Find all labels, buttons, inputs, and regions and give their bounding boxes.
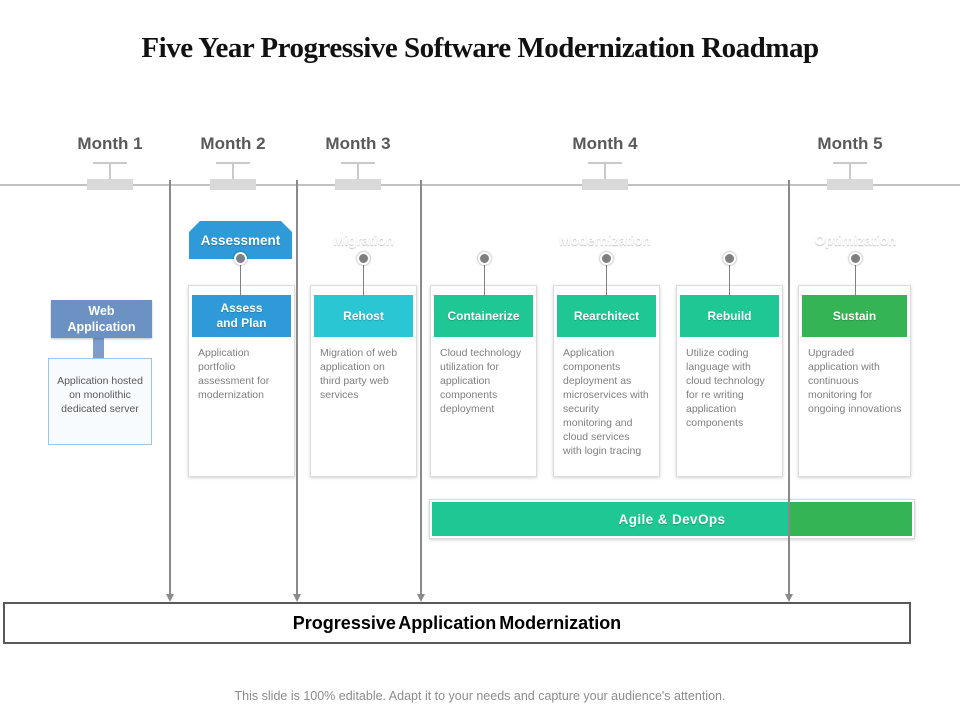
timeline-guide-line xyxy=(169,180,171,595)
connector-line xyxy=(239,259,241,296)
month-label-1: Month 1 xyxy=(77,134,143,153)
slide-title: Five Year Progressive Software Moderniza… xyxy=(141,32,819,64)
month-marker-stem xyxy=(849,162,851,181)
timeline-guide-line xyxy=(296,180,298,595)
month-label-3: Month 3 xyxy=(325,134,391,153)
step-card-rehost: Rehost Migration of web application on t… xyxy=(310,285,417,477)
month-marker-stem xyxy=(109,162,111,181)
phase-tab-migration: Migration xyxy=(311,221,416,259)
step-card-header: Containerize xyxy=(434,295,533,337)
phase-tab-label: Optimization xyxy=(814,232,897,248)
arrow-down-icon xyxy=(784,594,793,602)
arrow-down-icon xyxy=(416,594,425,602)
phase-tab-modernization: Modernization xyxy=(432,221,778,259)
connector-dot xyxy=(356,252,370,265)
step-card-description: Application components deployment as mic… xyxy=(563,347,649,457)
month-marker-stem xyxy=(232,162,234,181)
agile-devops-segment-teal xyxy=(432,502,789,536)
connector-line xyxy=(362,259,364,296)
step-card-description: Application portfolio assessment for mod… xyxy=(198,347,270,401)
web-application-connector xyxy=(93,338,104,359)
agile-devops-segment-green xyxy=(789,502,912,536)
arrow-down-icon xyxy=(165,594,174,602)
web-application-description: Application hosted on monolithic dedicat… xyxy=(48,358,152,445)
month-marker xyxy=(582,179,628,190)
month-marker xyxy=(87,179,133,190)
bottom-banner-label: Progressive Application Modernization xyxy=(292,612,622,633)
step-card-header: Rehost xyxy=(314,295,413,337)
step-card-rebuild: Rebuild Utilize coding language with clo… xyxy=(676,285,783,477)
month-label-5: Month 5 xyxy=(817,134,883,153)
timeline-guide-line xyxy=(788,180,790,595)
timeline-guide-line xyxy=(420,180,422,595)
step-card-header: Sustain xyxy=(802,295,907,337)
arrow-down-icon xyxy=(292,594,301,602)
step-card-rearchitect: Rearchitect Application components deplo… xyxy=(553,285,660,477)
month-marker xyxy=(335,179,381,190)
connector-dot xyxy=(722,252,736,265)
connector-dot xyxy=(233,252,247,265)
footer-note: This slide is 100% editable. Adapt it to… xyxy=(234,689,726,703)
step-card-header: Rearchitect xyxy=(557,295,656,337)
connector-line xyxy=(605,259,607,296)
connector-dot xyxy=(848,252,862,265)
step-card-description: Migration of web application on third pa… xyxy=(320,347,398,401)
month-marker-stem xyxy=(604,162,606,181)
step-card-containerize: Containerize Cloud technology utilizatio… xyxy=(430,285,537,477)
phase-tab-label: Assessment xyxy=(200,232,281,248)
connector-line xyxy=(728,259,730,296)
step-card-description: Upgraded application with continuous mon… xyxy=(808,347,902,415)
step-card-sustain: Sustain Upgraded application with contin… xyxy=(798,285,911,477)
month-marker xyxy=(210,179,256,190)
timeline-line xyxy=(0,184,960,186)
phase-tab-optimization: Optimization xyxy=(800,221,911,259)
step-card-header: Rebuild xyxy=(680,295,779,337)
step-card-assess-and-plan: Assess and Plan Application portfolio as… xyxy=(188,285,295,477)
connector-dot xyxy=(599,252,613,265)
step-card-header: Assess and Plan xyxy=(192,295,291,337)
connector-dot xyxy=(477,252,491,265)
agile-devops-label: Agile & DevOps xyxy=(618,511,726,527)
connector-line xyxy=(483,259,485,296)
web-application-box: Web Application xyxy=(51,300,152,338)
month-label-4: Month 4 xyxy=(572,134,638,153)
step-card-description: Utilize coding language with cloud techn… xyxy=(686,347,765,429)
bottom-banner: Progressive Application Modernization xyxy=(3,602,911,644)
phase-tab-label: Modernization xyxy=(559,232,651,248)
month-marker-stem xyxy=(357,162,359,181)
connector-line xyxy=(854,259,856,296)
month-marker xyxy=(827,179,873,190)
month-label-2: Month 2 xyxy=(200,134,266,153)
phase-tab-label: Migration xyxy=(333,232,394,248)
step-card-description: Cloud technology utilization for applica… xyxy=(440,347,522,415)
